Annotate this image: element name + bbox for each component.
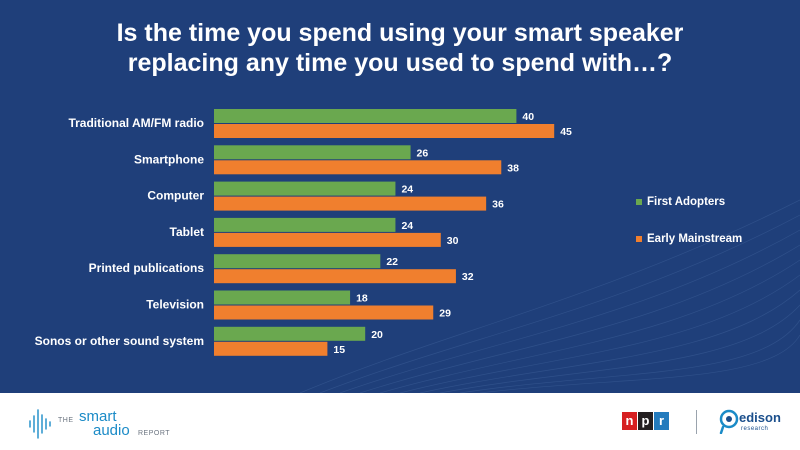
legend-item-first-adopters: First Adopters xyxy=(636,194,742,210)
category-label-traditional-am-fm-radio: Traditional AM/FM radio xyxy=(68,116,204,130)
bar-first-adopters-sonos-or-other-sound-system xyxy=(214,326,366,341)
logo-divider xyxy=(696,410,697,434)
bar-early-mainstream-traditional-am-fm-radio xyxy=(214,124,555,138)
background-waves xyxy=(299,199,800,393)
chart-title: Is the time you spend using your smart s… xyxy=(40,18,760,78)
legend-label-first-adopters: First Adopters xyxy=(647,196,726,208)
value-label-first-adopters-smartphone: 26 xyxy=(417,147,429,159)
bar-first-adopters-computer xyxy=(214,181,396,196)
value-label-first-adopters-tablet: 24 xyxy=(401,220,413,232)
value-label-first-adopters-printed-publications: 22 xyxy=(386,256,398,268)
smart-audio-report-logo xyxy=(29,409,51,439)
category-label-printed-publications: Printed publications xyxy=(89,261,205,275)
value-label-first-adopters-television: 18 xyxy=(356,293,368,305)
sar-the-text: THE xyxy=(58,417,74,424)
value-label-early-mainstream-tablet: 30 xyxy=(447,235,459,247)
npr-logo: n p r xyxy=(622,412,670,430)
bar-first-adopters-printed-publications xyxy=(214,254,381,269)
bar-first-adopters-tablet xyxy=(214,217,396,232)
chart-legend: First Adopters Early Mainstream xyxy=(636,194,742,268)
bar-early-mainstream-television xyxy=(214,305,434,320)
value-label-early-mainstream-television: 29 xyxy=(439,308,451,320)
value-label-early-mainstream-sonos-or-other-sound-system: 15 xyxy=(333,344,345,356)
npr-letter-p: p xyxy=(638,412,653,430)
bar-early-mainstream-tablet xyxy=(214,232,441,247)
chart-title-line1: Is the time you spend using your smart s… xyxy=(116,19,684,47)
bar-early-mainstream-computer xyxy=(214,196,487,211)
chart-title-line2: replacing any time you used to spend wit… xyxy=(127,49,673,77)
category-label-computer: Computer xyxy=(147,189,204,203)
value-label-early-mainstream-computer: 36 xyxy=(492,199,504,211)
bar-early-mainstream-sonos-or-other-sound-system xyxy=(214,341,328,356)
legend-swatch-early-mainstream xyxy=(636,236,642,242)
legend-swatch-first-adopters xyxy=(636,199,642,205)
value-label-early-mainstream-printed-publications: 32 xyxy=(462,271,474,283)
bar-early-mainstream-printed-publications xyxy=(214,269,456,284)
chart-slide: Is the time you spend using your smart s… xyxy=(0,0,800,393)
value-label-early-mainstream-traditional-am-fm-radio: 45 xyxy=(560,126,572,138)
edison-research-icon xyxy=(719,409,739,434)
npr-letter-r: r xyxy=(654,412,669,430)
category-label-television: Television xyxy=(146,298,204,312)
bar-early-mainstream-smartphone xyxy=(214,160,502,175)
value-label-early-mainstream-smartphone: 38 xyxy=(507,162,519,174)
sar-smart-text: smart xyxy=(79,408,117,425)
legend-item-early-mainstream: Early Mainstream xyxy=(636,231,742,247)
legend-label-early-mainstream: Early Mainstream xyxy=(647,233,743,245)
value-label-first-adopters-computer: 24 xyxy=(401,184,413,196)
sar-audio-text: audio xyxy=(93,422,130,439)
bar-first-adopters-smartphone xyxy=(214,145,411,160)
edison-name-text: edison xyxy=(739,410,781,425)
category-label-sonos-or-other-sound-system: Sonos or other sound system xyxy=(35,334,204,348)
npr-letter-n: n xyxy=(622,412,637,430)
category-label-smartphone: Smartphone xyxy=(134,152,204,166)
bar-chart: Traditional AM/FM radio 40 45 Smartphone 26 3… xyxy=(35,109,572,356)
category-label-tablet: Tablet xyxy=(170,225,204,239)
sar-report-text: REPORT xyxy=(138,430,171,437)
bar-first-adopters-television xyxy=(214,290,351,305)
edison-sub-text: research xyxy=(741,426,769,432)
value-label-first-adopters-traditional-am-fm-radio: 40 xyxy=(522,111,534,123)
bar-first-adopters-traditional-am-fm-radio xyxy=(214,109,517,123)
value-label-first-adopters-sonos-or-other-sound-system: 20 xyxy=(371,329,383,341)
